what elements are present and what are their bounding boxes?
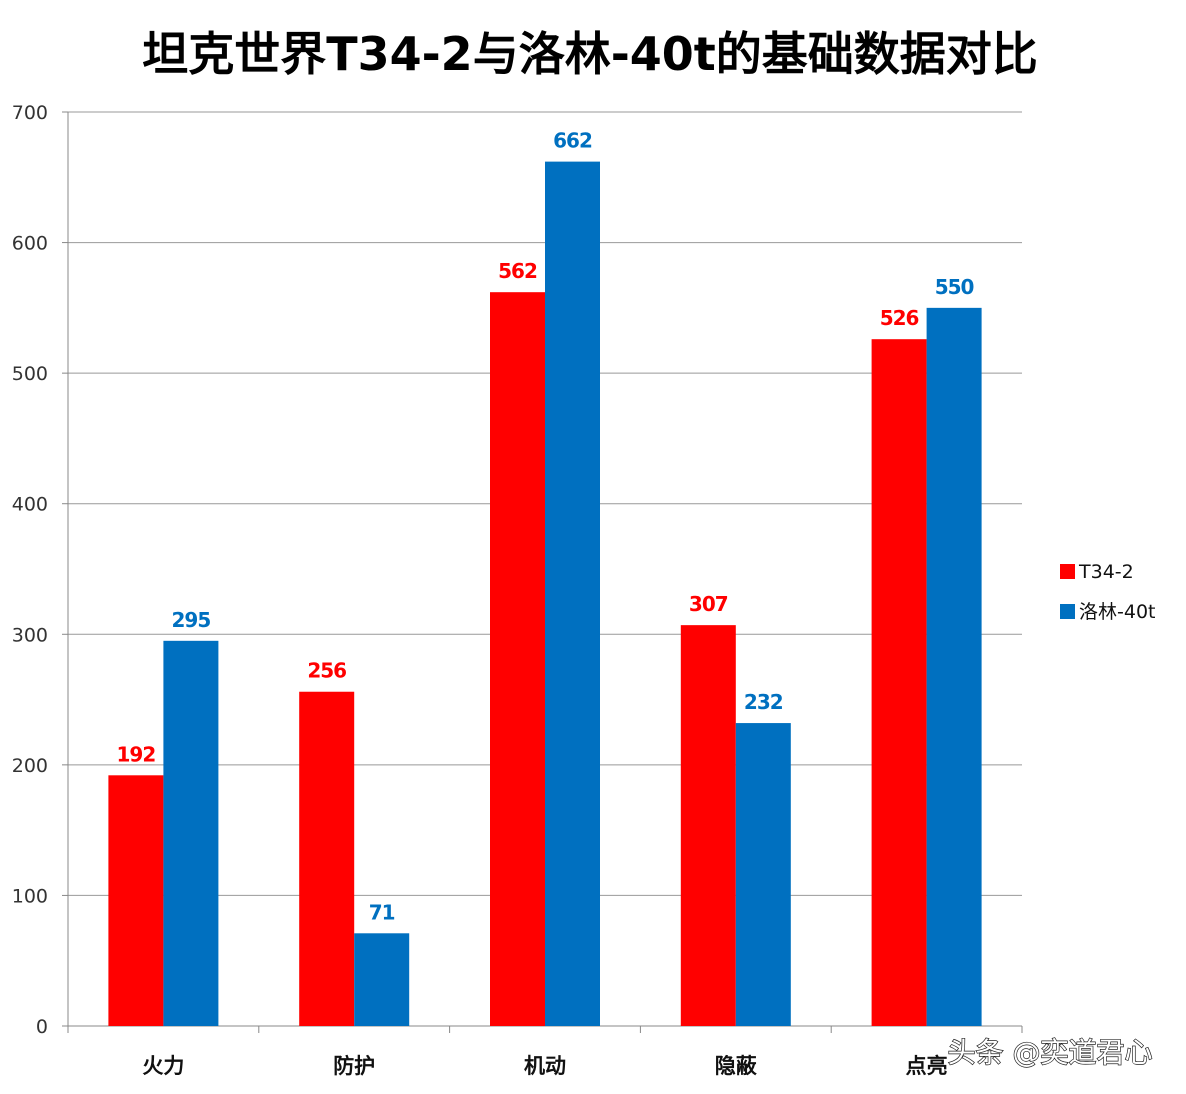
data-label: 526 bbox=[880, 306, 919, 330]
bar bbox=[871, 339, 927, 1026]
data-label: 71 bbox=[369, 900, 395, 924]
y-tick-label: 200 bbox=[12, 755, 48, 777]
bar bbox=[735, 723, 791, 1026]
x-tick-label: 机动 bbox=[524, 1054, 566, 1078]
y-tick-label: 0 bbox=[36, 1016, 48, 1038]
watermark: 头条 @奕道君心 bbox=[948, 1036, 1153, 1069]
data-label: 256 bbox=[307, 659, 346, 683]
x-tick-label: 点亮 bbox=[906, 1054, 948, 1078]
legend-label: T34-2 bbox=[1078, 561, 1134, 583]
x-tick-label: 防护 bbox=[333, 1054, 375, 1078]
chart-title: 坦克世界T34-2与洛林-40t的基础数据对比 bbox=[142, 27, 1038, 81]
bar bbox=[299, 691, 355, 1026]
y-tick-label: 700 bbox=[12, 102, 48, 124]
bar bbox=[490, 292, 545, 1026]
x-tick-label: 隐蔽 bbox=[715, 1054, 758, 1078]
data-label: 562 bbox=[498, 259, 537, 283]
bar bbox=[926, 307, 982, 1026]
data-label: 232 bbox=[744, 690, 783, 714]
y-tick-label: 300 bbox=[12, 624, 48, 646]
data-label: 550 bbox=[935, 275, 974, 299]
y-tick-label: 100 bbox=[12, 885, 48, 907]
x-tick-label: 火力 bbox=[142, 1054, 184, 1078]
legend-label: 洛林-40t bbox=[1079, 601, 1155, 623]
bar bbox=[163, 640, 219, 1026]
y-tick-label: 400 bbox=[12, 494, 48, 516]
bar bbox=[354, 933, 410, 1026]
data-label: 295 bbox=[172, 608, 211, 632]
legend-swatch bbox=[1060, 564, 1075, 579]
data-label: 192 bbox=[117, 742, 156, 766]
data-label: 662 bbox=[553, 129, 592, 153]
y-tick-label: 600 bbox=[12, 233, 48, 255]
bar bbox=[680, 625, 736, 1026]
bar bbox=[545, 161, 600, 1027]
legend-swatch bbox=[1060, 604, 1075, 619]
bar bbox=[108, 775, 164, 1026]
data-label: 307 bbox=[689, 592, 728, 616]
y-tick-label: 500 bbox=[12, 363, 48, 385]
